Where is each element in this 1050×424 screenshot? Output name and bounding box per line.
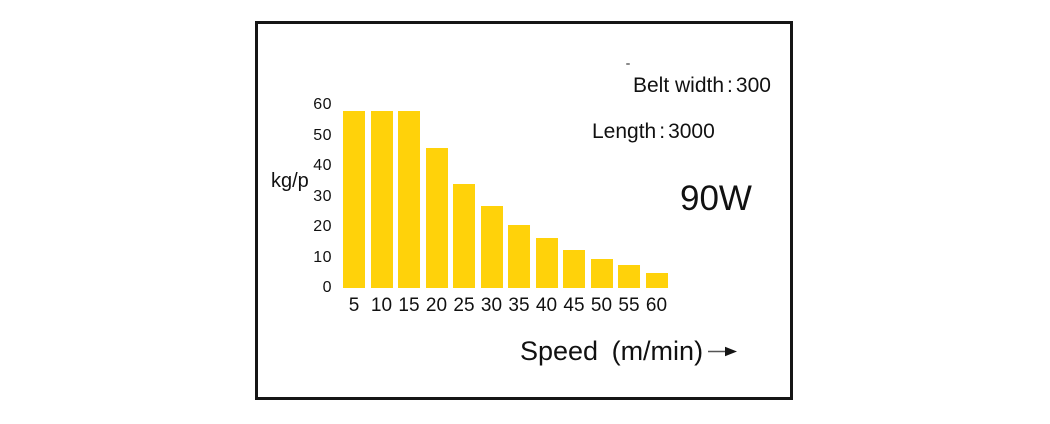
annotation-length-separator: : [659,120,666,143]
bar [370,111,393,288]
annotation-belt-width-label: Belt width [633,74,725,97]
x-tick-label: 10 [370,295,393,316]
annotation-belt-width: Belt width:300 [633,75,771,96]
x-tick-label: 55 [618,295,640,316]
y-tick-label: 40 [313,157,332,174]
bar [590,259,613,288]
bar [645,272,668,288]
annotation-length-label: Length [592,120,657,143]
bar [508,225,530,288]
bar [563,249,585,288]
x-tick-label: 15 [398,295,420,316]
x-tick-label: 45 [563,295,585,316]
bar [398,111,420,288]
bar [618,265,640,288]
right-arrow-icon [708,346,738,356]
y-tick-label: 30 [313,187,332,205]
x-tick-label: 20 [425,295,448,316]
bar [425,147,448,288]
x-tick-label: 40 [535,295,558,316]
x-axis-title: Speed (m/min) [520,336,738,366]
x-tick-label: 25 [453,295,475,316]
annotation-length-value: 3000 [668,120,715,143]
y-tick-label: 50 [313,126,332,144]
bar [480,205,503,288]
y-tick-label: 10 [313,248,332,266]
x-tick-label: 50 [590,295,613,316]
bar [535,237,558,288]
chart-frame: kg/p 0 10 20 30 40 50 60 5 10 15 20 25 30 35 40 45 50 55… [255,21,793,400]
y-tick-label: 20 [313,218,332,235]
annotation-belt-width-separator: : [727,74,733,97]
stray-mark [626,63,630,65]
x-tick-label: 30 [480,295,503,316]
x-tick-label: 60 [645,295,668,316]
bar [343,111,365,288]
annotation-power: 90W [680,179,752,218]
y-tick-label: 0 [322,279,332,296]
x-tick-label: 5 [348,295,360,316]
bar [453,184,475,288]
annotation-length: Length:3000 [592,121,715,142]
x-tick-label: 35 [508,295,530,316]
y-tick-label: 60 [313,96,332,113]
annotation-belt-width-value: 300 [735,74,771,97]
x-axis-title-text: Speed (m/min) [520,336,704,366]
y-axis-label: kg/p [271,170,309,192]
